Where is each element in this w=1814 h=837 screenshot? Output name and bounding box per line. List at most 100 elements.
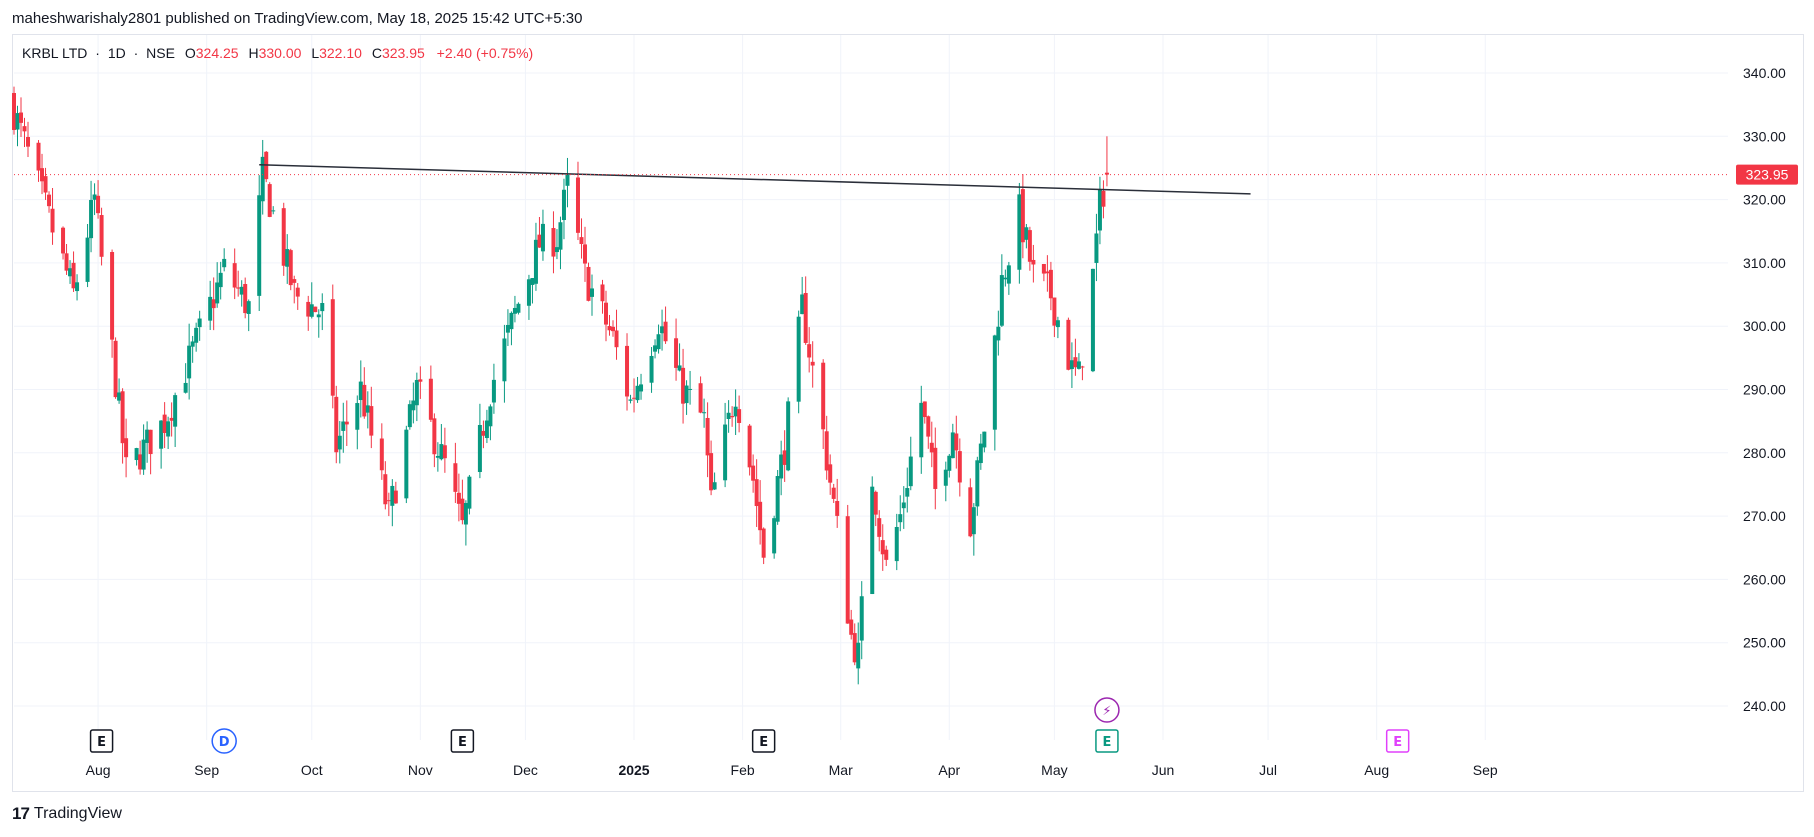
earnings-marker-icon[interactable]: E [751, 729, 776, 753]
candle-down [211, 299, 216, 309]
candle-up [772, 518, 777, 554]
candle-down [607, 326, 612, 331]
candle-up [919, 402, 924, 458]
candle-up [1003, 277, 1008, 280]
candle-up [488, 406, 493, 427]
legend-interval[interactable]: 1D [107, 45, 126, 61]
legend-symbol[interactable]: KRBL LTD [22, 45, 88, 61]
candle-down [369, 406, 374, 436]
candle-down [810, 361, 815, 366]
chart-frame[interactable] [12, 34, 1804, 792]
price-axis-label: 340.00 [1743, 65, 1786, 81]
candle-down [1048, 269, 1053, 299]
candle-up [800, 294, 805, 315]
candle-up [467, 476, 472, 509]
candle-down [957, 451, 962, 483]
candle-down [604, 302, 609, 325]
candle-up [947, 455, 952, 471]
earnings-marker-icon[interactable]: E [1385, 729, 1410, 753]
candle-down [460, 498, 465, 521]
candle-up [712, 482, 717, 490]
earnings-marker-icon[interactable]: E [450, 729, 475, 753]
candle-down [873, 491, 878, 515]
candle-down [824, 431, 829, 471]
candle-down [614, 330, 619, 348]
earnings-marker-icon[interactable]: E [1095, 729, 1119, 753]
candle-down [737, 409, 742, 423]
candle-down [1052, 297, 1057, 326]
candle-up [512, 307, 517, 314]
candle-down [442, 445, 447, 459]
candle-down [758, 501, 763, 531]
split-marker-icon[interactable]: ⚡ [1094, 697, 1120, 723]
candle-down [418, 379, 423, 382]
candle-down [933, 447, 938, 489]
candle-up [677, 365, 682, 371]
candle-down [884, 549, 889, 560]
candle-down [852, 633, 857, 663]
trendline[interactable] [259, 164, 1251, 195]
candle-up [992, 335, 997, 430]
candle-down [110, 252, 115, 340]
candle-up [982, 431, 987, 448]
candle-up [285, 249, 290, 267]
candle-up [786, 401, 791, 471]
candle-down [551, 228, 556, 257]
price-axis-label: 300.00 [1743, 318, 1786, 334]
time-axis-label: Aug [1364, 762, 1389, 778]
dividend-label: D [219, 735, 230, 750]
candle-up [257, 195, 262, 296]
candle-down [751, 465, 756, 481]
candle-down [835, 500, 840, 516]
candle-down [36, 142, 41, 171]
legend-separator: · [95, 45, 100, 61]
candle-up [554, 247, 559, 253]
candle-up [439, 444, 444, 460]
candle-down [663, 321, 668, 342]
candle-up [996, 326, 1001, 341]
trendline-layer[interactable] [259, 164, 1251, 195]
price-axis-label: 250.00 [1743, 635, 1786, 651]
candle-down [281, 208, 286, 266]
dividend-marker-icon[interactable]: D [211, 728, 237, 754]
candle-down [1020, 189, 1025, 243]
candle-down [782, 450, 787, 465]
candle-up [561, 189, 566, 220]
candle-up [309, 304, 314, 317]
footer-branding[interactable]: 17 TradingView [12, 804, 122, 824]
price-axis-label: 330.00 [1743, 128, 1786, 144]
candle-down [922, 401, 927, 418]
candle-down [821, 362, 826, 430]
candle-up [271, 210, 276, 212]
candle-up [134, 448, 139, 461]
candle-down [453, 463, 458, 492]
candle-down [807, 344, 812, 358]
candle-down [730, 416, 735, 418]
legend-open-value: 324.25 [195, 45, 239, 61]
candle-up [159, 420, 164, 449]
tradingview-logo-icon: 17 [12, 804, 30, 823]
candle-down [362, 384, 367, 417]
publisher-caption: maheshwarishaly2801 published on Trading… [12, 10, 583, 27]
candle-down [849, 619, 854, 635]
candle-down [632, 397, 637, 399]
time-axis-label: Mar [829, 762, 853, 778]
candle-up [635, 385, 640, 401]
candle-down [1101, 190, 1106, 207]
candle-down [747, 425, 752, 468]
candle-up [89, 199, 94, 239]
candle-up [365, 405, 370, 413]
price-axis-label: 240.00 [1743, 698, 1786, 714]
candle-up [477, 424, 482, 472]
legend-change: +2.40 (+0.75%) [436, 45, 534, 61]
event-markers[interactable]: E D E E E ⚡ E [89, 697, 1410, 754]
candle-up [533, 239, 538, 284]
candle-down [1080, 366, 1085, 368]
candle-down [709, 453, 714, 491]
time-axis-label: Apr [938, 762, 960, 778]
symbol-legend: KRBL LTD · 1D · NSE O324.25 H330.00 L322… [22, 45, 533, 61]
candle-down [803, 292, 808, 343]
candle-up [999, 275, 1004, 326]
earnings-marker-icon[interactable]: E [89, 729, 114, 753]
